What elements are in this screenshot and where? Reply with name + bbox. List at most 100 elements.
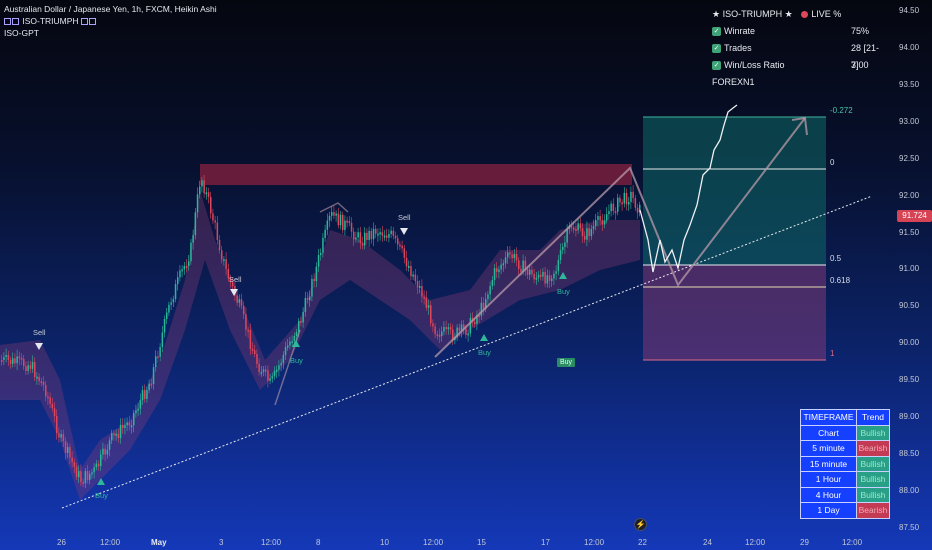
candle	[542, 271, 544, 277]
candle	[139, 400, 142, 409]
buy-marker-3	[480, 334, 488, 341]
candle	[177, 277, 179, 285]
table-header: Trend	[856, 409, 890, 426]
candle	[405, 257, 408, 267]
candle	[348, 221, 351, 224]
candle	[218, 239, 221, 251]
candle	[617, 197, 619, 212]
candle	[460, 324, 463, 331]
candle	[619, 197, 621, 203]
candle	[214, 220, 216, 223]
candle	[126, 422, 128, 426]
candle	[304, 297, 307, 312]
candle	[401, 245, 403, 249]
candle	[584, 236, 586, 240]
candle	[155, 356, 157, 368]
candle	[124, 425, 126, 428]
candle	[328, 215, 331, 221]
candle	[375, 228, 377, 234]
candle	[346, 220, 348, 223]
table-row: 5 minute Bearish	[800, 440, 890, 457]
candle	[559, 250, 562, 261]
candle	[260, 371, 263, 374]
candle	[265, 369, 267, 372]
candle	[276, 369, 278, 372]
candle	[388, 233, 390, 238]
candle	[89, 473, 91, 481]
candle	[251, 348, 254, 351]
candle	[599, 216, 601, 221]
candle	[223, 259, 225, 262]
candle	[168, 304, 170, 313]
projection-arrow-head	[791, 116, 808, 136]
candle	[524, 260, 527, 270]
timeframe-trend-table: TIMEFRAME Trend Chart Bullish 5 minute Bear…	[800, 409, 890, 519]
candle	[445, 327, 447, 330]
candle	[207, 192, 210, 198]
candle	[522, 260, 524, 272]
candle	[5, 354, 7, 357]
check-icon: ✓	[712, 61, 721, 71]
candle	[427, 305, 430, 308]
candle	[489, 286, 491, 295]
candle	[183, 265, 186, 270]
candle	[581, 228, 584, 237]
table-row: 15 minute Bullish	[800, 455, 890, 472]
candle	[133, 413, 135, 426]
candle	[456, 327, 458, 338]
candle	[14, 358, 16, 364]
candle	[232, 282, 234, 286]
candle	[625, 192, 628, 205]
candle	[227, 268, 230, 279]
resistance-zone	[200, 164, 632, 185]
candle	[509, 252, 511, 255]
candle	[67, 447, 69, 453]
candle	[485, 299, 487, 309]
candle	[498, 269, 500, 272]
candle	[372, 228, 375, 240]
stats-row-winrate: ✓ Winrate 75%	[712, 26, 870, 37]
candle	[502, 263, 505, 266]
candle	[364, 232, 366, 246]
candle	[344, 220, 346, 230]
candle	[478, 315, 480, 318]
candle	[91, 472, 93, 475]
candle	[350, 222, 353, 232]
candle	[249, 330, 252, 349]
candle	[1, 360, 3, 362]
candle	[452, 329, 454, 340]
candle	[201, 180, 203, 187]
candle	[40, 381, 43, 384]
indicator-label-1[interactable]: ISO-TRIUMPH	[4, 16, 97, 26]
indicator-label-2[interactable]: ISO-GPT	[4, 28, 39, 38]
stats-row-trades: ✓ Trades 28 [21-7]	[712, 43, 880, 70]
candle	[630, 191, 632, 203]
candle	[161, 332, 164, 348]
candle	[190, 242, 192, 262]
candle	[247, 329, 249, 332]
candle	[476, 315, 478, 324]
candle	[179, 270, 181, 278]
candle	[592, 226, 595, 229]
candle	[403, 248, 406, 258]
candle	[438, 334, 441, 337]
candle	[586, 228, 588, 240]
candle	[562, 246, 564, 251]
lightning-icon[interactable]: ⚡	[634, 518, 647, 531]
candle	[93, 467, 95, 473]
check-icon: ✓	[712, 44, 721, 54]
candle	[397, 238, 399, 245]
candle	[357, 232, 359, 238]
candle	[379, 232, 381, 235]
candle	[58, 433, 60, 438]
candle	[575, 229, 577, 232]
candle	[458, 327, 461, 331]
candle	[603, 220, 606, 225]
fib-label: -0.272	[830, 106, 853, 115]
candle	[152, 367, 155, 385]
candle	[610, 203, 612, 212]
sell-label: Sell	[229, 275, 242, 284]
candle	[359, 232, 362, 244]
candle	[526, 269, 529, 275]
